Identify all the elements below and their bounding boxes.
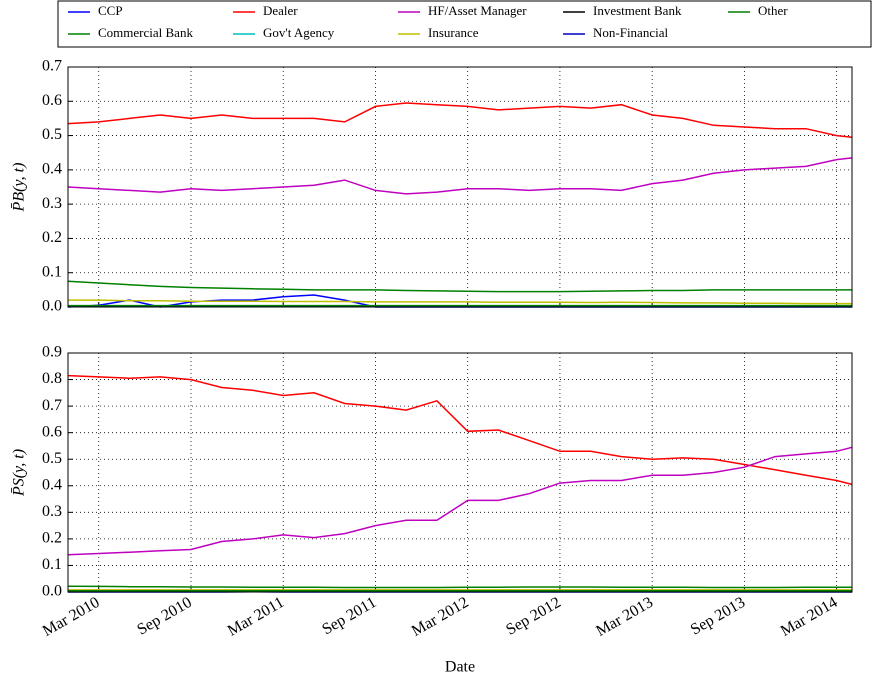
y-tick-label: 0.2	[42, 530, 62, 547]
y-tick-label: 0.1	[42, 263, 62, 280]
y-tick-label: 0.5	[42, 126, 62, 143]
legend-label: Commercial Bank	[98, 25, 193, 40]
x-tick-label: Sep 2010	[134, 594, 194, 639]
x-tick-label: Mar 2010	[40, 594, 103, 640]
legend-label: Dealer	[263, 3, 298, 18]
x-axis-label: Date	[445, 659, 475, 676]
legend-label: HF/Asset Manager	[428, 3, 527, 18]
y-tick-label: 0.3	[42, 503, 62, 520]
y-tick-label: 0.6	[42, 92, 62, 109]
y-tick-label: 0.0	[42, 583, 62, 600]
y-tick-label: 0.2	[42, 229, 62, 246]
y-tick-label: 0.6	[42, 423, 62, 440]
x-tick-label: Mar 2013	[593, 594, 656, 640]
legend-label: Gov't Agency	[263, 25, 335, 40]
legend-box	[57, 0, 872, 48]
series-line	[67, 102, 853, 139]
y-tick-label: 0.9	[42, 344, 62, 361]
y-tick-label: 0.4	[42, 161, 62, 178]
series-line	[68, 299, 852, 305]
x-tick-label: Sep 2012	[503, 594, 563, 639]
y-axis-label: P̄B(y, t)	[11, 163, 28, 213]
legend-label: Non-Financial	[593, 25, 668, 40]
legend-label: Insurance	[428, 25, 479, 40]
legend-label: Other	[758, 3, 788, 18]
y-tick-label: 0.4	[42, 476, 62, 493]
legend-label: CCP	[98, 3, 123, 18]
y-tick-label: 0.7	[42, 397, 62, 414]
y-tick-label: 0.3	[42, 195, 62, 212]
y-tick-label: 0.7	[42, 58, 62, 75]
series-line	[67, 585, 852, 589]
legend-label: Investment Bank	[593, 3, 682, 18]
plot-frame	[67, 352, 853, 593]
y-tick-label: 0.0	[42, 298, 62, 315]
x-tick-label: Mar 2014	[778, 594, 841, 640]
series-line	[67, 446, 853, 556]
series-line	[67, 374, 853, 486]
y-tick-label: 0.8	[42, 370, 62, 387]
x-tick-label: Mar 2012	[409, 594, 472, 640]
series-line	[67, 157, 853, 195]
x-tick-label: Mar 2011	[225, 594, 287, 640]
x-tick-label: Sep 2013	[688, 594, 748, 639]
x-tick-label: Sep 2011	[319, 594, 379, 638]
y-tick-label: 0.1	[42, 556, 62, 573]
y-axis-label: P̄S(y, t)	[11, 449, 28, 497]
plot-frame	[67, 66, 853, 308]
series-line	[67, 280, 852, 293]
y-tick-label: 0.5	[42, 450, 62, 467]
